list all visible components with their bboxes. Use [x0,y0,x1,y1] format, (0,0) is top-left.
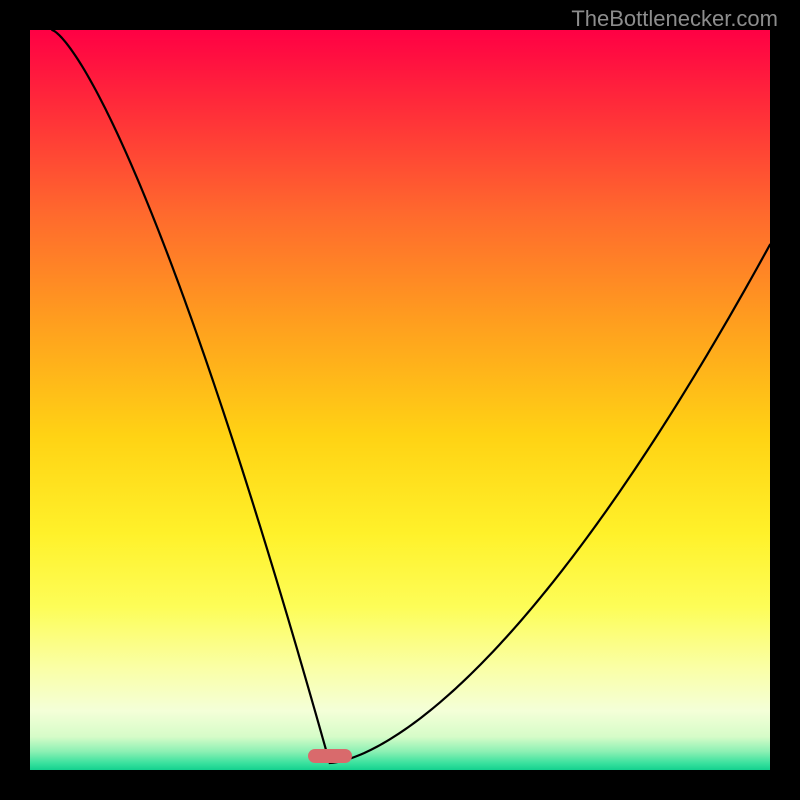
sweet-spot-marker [308,749,352,763]
chart-canvas: TheBottlenecker.com [0,0,800,800]
bottleneck-curve [30,30,770,770]
curve-path [52,30,770,763]
watermark-text: TheBottlenecker.com [571,6,778,32]
plot-area [30,30,770,770]
